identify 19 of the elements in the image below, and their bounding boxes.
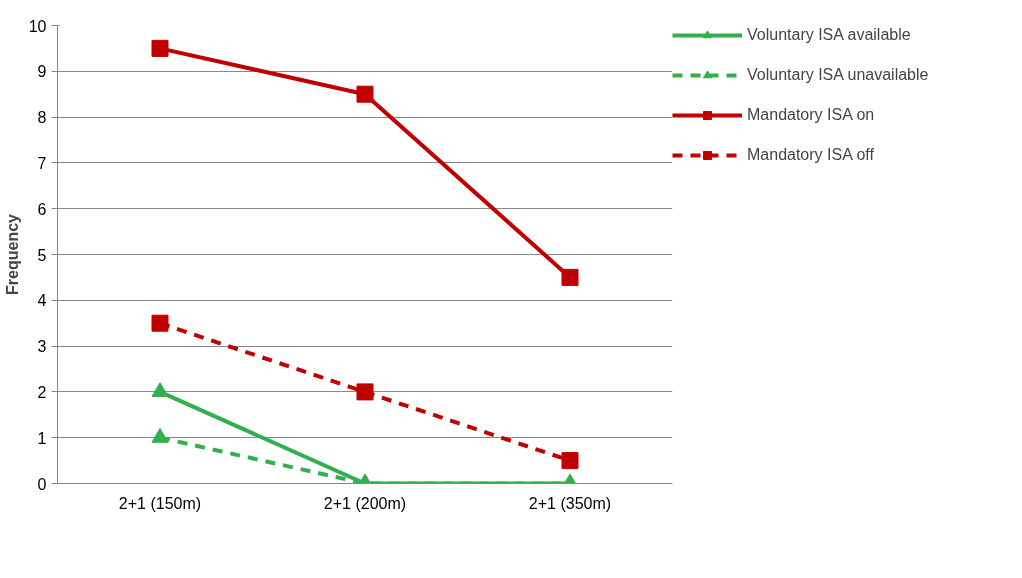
y-tick-label: 3: [37, 338, 47, 356]
y-tick-label: 9: [37, 63, 47, 81]
y-tick-label: 10: [28, 17, 47, 35]
legend-label: Mandatory ISA on: [747, 106, 875, 124]
y-tick-label: 0: [37, 475, 47, 493]
legend-label: Mandatory ISA off: [747, 146, 874, 164]
legend-label: Voluntary ISA available: [747, 26, 911, 44]
y-tick-label: 6: [37, 200, 47, 218]
x-tick-label: 2+1 (200m): [323, 494, 407, 512]
y-tick-label: 1: [37, 429, 47, 447]
y-tick-label: 2: [37, 383, 47, 401]
x-tick-label: 2+1 (350m): [528, 494, 612, 512]
y-tick-label: 7: [37, 154, 47, 172]
y-tick-label: 5: [37, 246, 47, 264]
legend-label: Voluntary ISA unavailable: [747, 66, 929, 84]
x-tick-label: 2+1 (150m): [118, 494, 202, 512]
y-tick-label: 4: [37, 292, 47, 310]
y-tick-label: 8: [37, 109, 47, 127]
y-axis-title: Frequency: [3, 213, 21, 295]
